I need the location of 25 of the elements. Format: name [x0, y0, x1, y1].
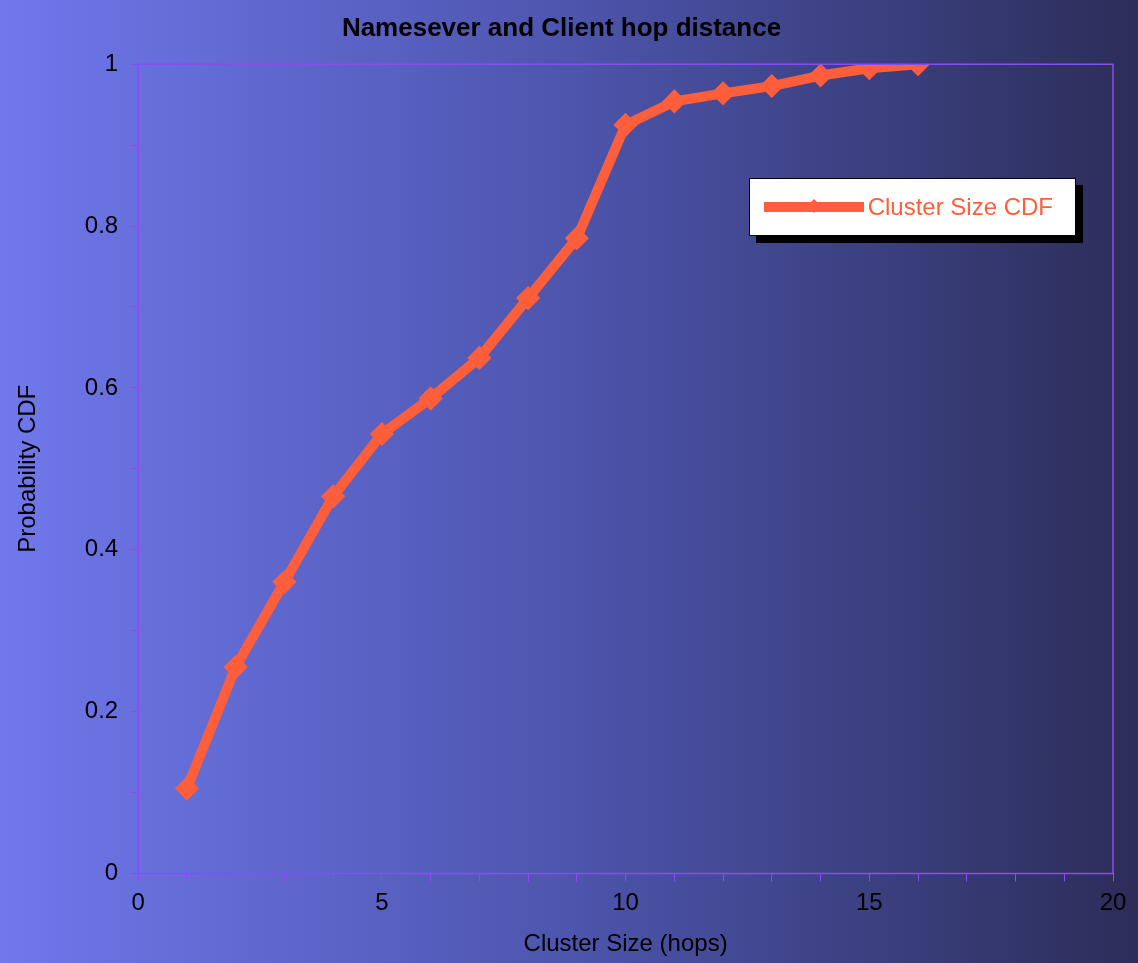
point [564, 226, 589, 251]
point [613, 112, 638, 137]
y-tick-label: 0.4 [84, 534, 119, 562]
y-tick-label: 0.8 [84, 210, 119, 238]
point [321, 484, 345, 509]
x-tick-label: 15 [855, 888, 883, 916]
x-axis-title: Cluster Size (hops) [523, 929, 728, 957]
point [272, 570, 297, 595]
y-axis-title: Probability CDF [13, 384, 41, 553]
point [223, 655, 248, 679]
point [418, 386, 443, 411]
x-tick-label: 10 [612, 888, 639, 916]
y-tick-label: 0.2 [84, 696, 119, 724]
chart-title: Namesever and Client hop distance [341, 11, 782, 42]
x-tick-label: 0 [131, 888, 145, 916]
y-tick-label: 0.6 [84, 372, 119, 400]
point [467, 345, 492, 370]
x-tick-label: 5 [375, 888, 389, 916]
point [662, 89, 685, 114]
y-tick-label: 1 [104, 48, 119, 76]
point [516, 286, 540, 311]
point [175, 776, 199, 801]
x-tick-label: 20 [1099, 888, 1127, 916]
y-tick-label: 0 [104, 858, 119, 886]
legend-label: Cluster Size CDF [867, 193, 1053, 221]
